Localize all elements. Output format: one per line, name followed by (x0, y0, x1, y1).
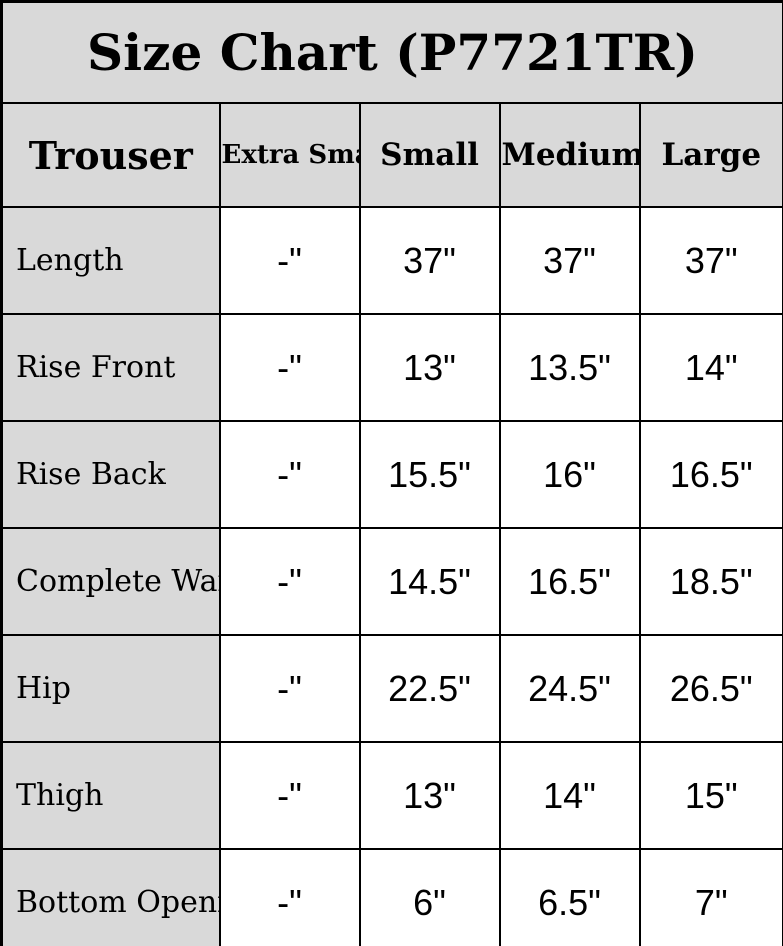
value-large: 7" (638, 848, 783, 946)
chart-title: Size Chart (P7721TR) (0, 0, 783, 104)
table-row: Rise Front -" 13" 13.5" 14" (0, 313, 783, 422)
value-small: 6" (358, 848, 501, 946)
header-row: Trouser Extra Small Small Medium Large (0, 102, 783, 208)
column-header-extra-small: Extra Small (218, 102, 361, 208)
value-extra-small: -" (218, 741, 361, 850)
title-row: Size Chart (P7721TR) (0, 0, 783, 104)
row-label: Rise Front (0, 313, 221, 422)
value-large: 37" (638, 206, 783, 315)
value-medium: 6.5" (498, 848, 641, 946)
value-large: 15" (638, 741, 783, 850)
value-small: 22.5" (358, 634, 501, 743)
table-row: Complete Waist -" 14.5" 16.5" 18.5" (0, 527, 783, 636)
table-row: Length -" 37" 37" 37" (0, 206, 783, 315)
measurement-rows: Length -" 37" 37" 37" Rise Front -" 13" … (0, 206, 783, 946)
column-header-medium: Medium (498, 102, 641, 208)
table-row: Rise Back -" 15.5" 16" 16.5" (0, 420, 783, 529)
value-small: 37" (358, 206, 501, 315)
value-extra-small: -" (218, 634, 361, 743)
table-row: Bottom Opening -" 6" 6.5" 7" (0, 848, 783, 946)
value-large: 18.5" (638, 527, 783, 636)
row-label: Length (0, 206, 221, 315)
value-large: 14" (638, 313, 783, 422)
row-label: Bottom Opening (0, 848, 221, 946)
value-small: 13" (358, 741, 501, 850)
value-extra-small: -" (218, 420, 361, 529)
value-extra-small: -" (218, 206, 361, 315)
value-large: 16.5" (638, 420, 783, 529)
value-small: 14.5" (358, 527, 501, 636)
value-medium: 16.5" (498, 527, 641, 636)
value-small: 13" (358, 313, 501, 422)
row-label: Complete Waist (0, 527, 221, 636)
value-medium: 14" (498, 741, 641, 850)
value-medium: 24.5" (498, 634, 641, 743)
value-small: 15.5" (358, 420, 501, 529)
value-extra-small: -" (218, 313, 361, 422)
column-header-small: Small (358, 102, 501, 208)
value-medium: 37" (498, 206, 641, 315)
value-medium: 13.5" (498, 313, 641, 422)
value-extra-small: -" (218, 848, 361, 946)
value-large: 26.5" (638, 634, 783, 743)
table-row: Hip -" 22.5" 24.5" 26.5" (0, 634, 783, 743)
row-label: Rise Back (0, 420, 221, 529)
row-label: Hip (0, 634, 221, 743)
value-medium: 16" (498, 420, 641, 529)
column-header-trouser: Trouser (0, 102, 221, 208)
column-header-large: Large (638, 102, 783, 208)
value-extra-small: -" (218, 527, 361, 636)
row-label: Thigh (0, 741, 221, 850)
table-row: Thigh -" 13" 14" 15" (0, 741, 783, 850)
